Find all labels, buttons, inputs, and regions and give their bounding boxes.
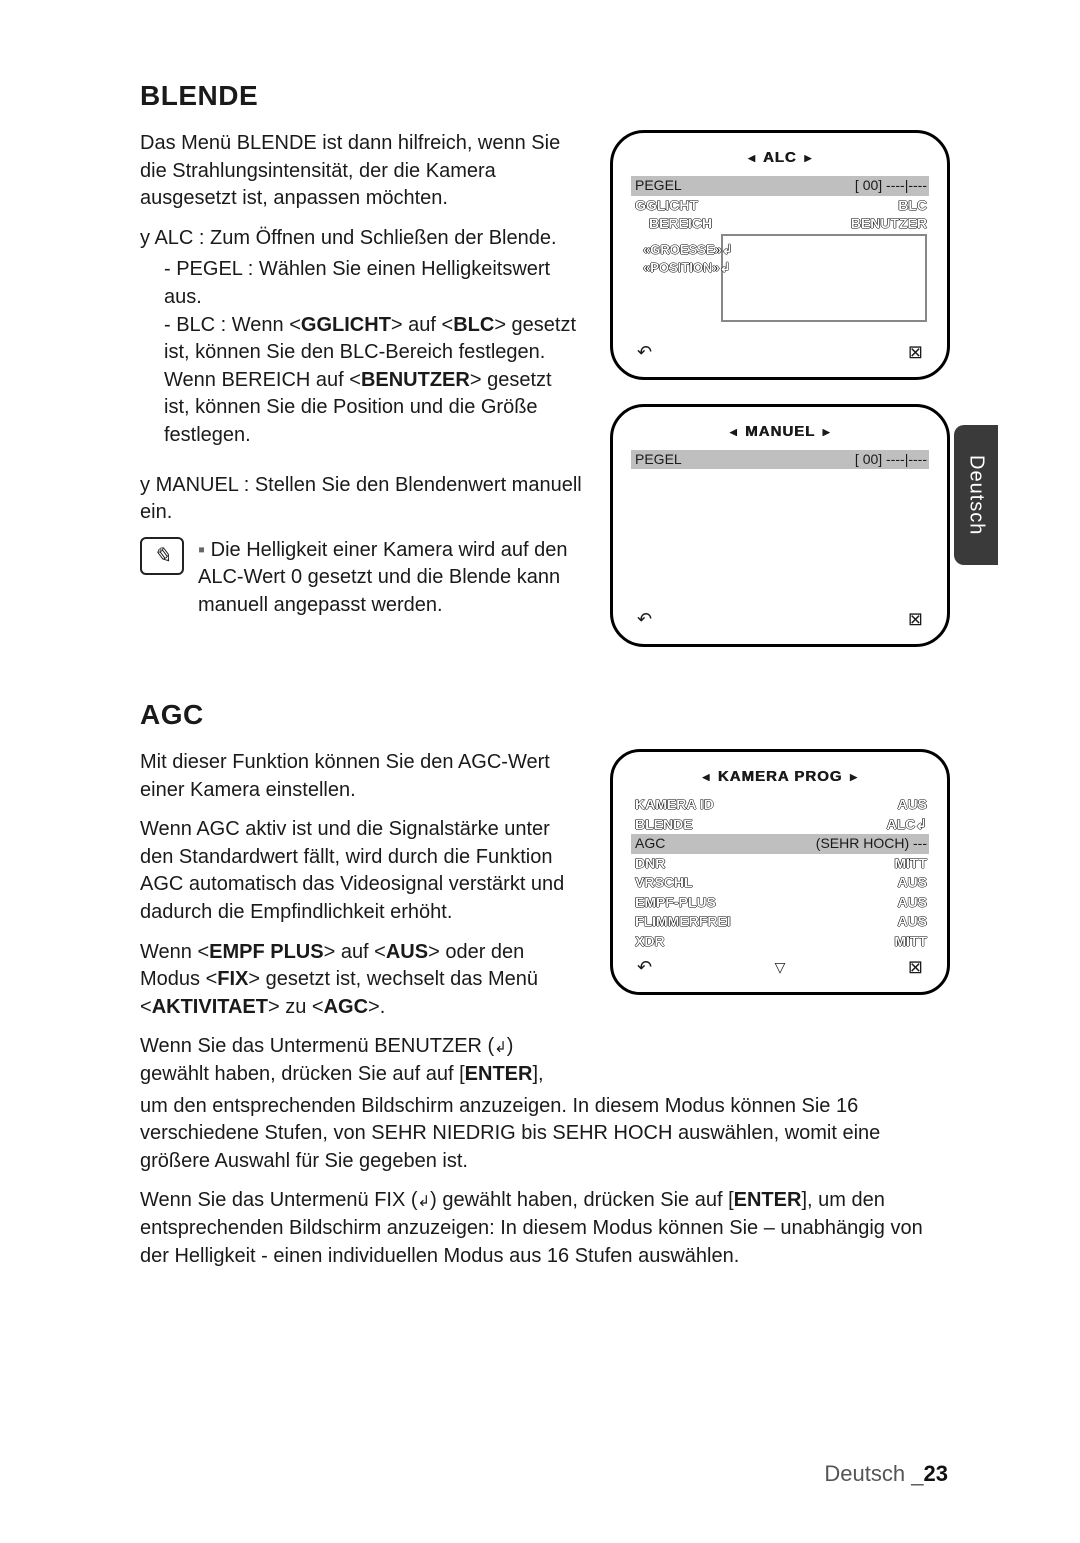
- agc-p1: Mit dieser Funktion können Sie den AGC-W…: [140, 749, 582, 804]
- osd-alc-pegel-row[interactable]: PEGEL [ 00] ----|----: [631, 176, 929, 196]
- osd-manuel-title: ◄ MANUEL ►: [631, 423, 929, 440]
- osd-kamera-title: ◄ KAMERA PROG ►: [631, 768, 929, 785]
- page-footer: Deutsch _23: [824, 1461, 948, 1487]
- blende-intro: Das Menü BLENDE ist dann hilfreich, wenn…: [140, 130, 582, 213]
- osd-agc-row[interactable]: AGC(SEHR HOCH) ---: [631, 834, 929, 854]
- note-icon: ✎: [140, 537, 184, 575]
- section-title-agc: AGC: [140, 699, 950, 731]
- osd-alc-gglicht-row[interactable]: GGLICHT BLC: [631, 196, 929, 216]
- osd-kamera-back-icon[interactable]: ↶: [637, 957, 652, 978]
- osd-manuel-back-icon[interactable]: ↶: [637, 609, 652, 630]
- blende-blc: BLC : Wenn <GGLICHT> auf <BLC> gesetzt i…: [164, 312, 582, 450]
- osd-kamera-id-row[interactable]: KAMERA IDAUS: [631, 795, 929, 815]
- osd-kamera-close-icon[interactable]: ⊠: [908, 957, 923, 978]
- blende-pegel: PEGEL : Wählen Sie einen Helligkeitswert…: [164, 256, 582, 311]
- osd-alc: ◄ ALC ► PEGEL [ 00] ----|---- GGLICHT BL…: [610, 130, 950, 380]
- section-title-blende: BLENDE: [140, 80, 950, 112]
- osd-alc-inset: «GROESSE»↲ «POSITION»↲: [721, 234, 927, 322]
- agc-p3: Wenn <EMPF PLUS> auf <AUS> oder den Modu…: [140, 939, 582, 1022]
- agc-p5: um den entsprechenden Bildschirm anzuzei…: [140, 1093, 950, 1176]
- blende-alc-item: ALC : Zum Öffnen und Schließen der Blend…: [140, 225, 582, 450]
- osd-dnr-row[interactable]: DNRMITT: [631, 854, 929, 874]
- agc-p2: Wenn AGC aktiv ist und die Signalstärke …: [140, 816, 582, 926]
- enter-icon: ↲: [418, 1193, 431, 1210]
- osd-empf-row[interactable]: EMPF-PLUSAUS: [631, 893, 929, 913]
- enter-icon: ↲: [494, 1039, 507, 1056]
- language-tab[interactable]: Deutsch: [954, 425, 998, 565]
- blende-manuel: MANUEL : Stellen Sie den Blendenwert man…: [140, 472, 582, 527]
- osd-manuel: ◄ MANUEL ► PEGEL [ 00] ----|---- ↶ ⊠: [610, 404, 950, 648]
- osd-xdr-row[interactable]: XDRMITT: [631, 932, 929, 952]
- osd-alc-bereich-row[interactable]: BEREICH BENUTZER: [631, 214, 929, 234]
- agc-text: Mit dieser Funktion können Sie den AGC-W…: [140, 749, 582, 1089]
- osd-kamera-prog: ◄ KAMERA PROG ► KAMERA IDAUS BLENDEALC↲ …: [610, 749, 950, 995]
- osd-alc-groesse[interactable]: «GROESSE»↲: [643, 242, 733, 258]
- osd-manuel-close-icon[interactable]: ⊠: [908, 609, 923, 630]
- osd-flimmer-row[interactable]: FLIMMERFREIAUS: [631, 912, 929, 932]
- osd-kamera-down-icon[interactable]: ▽: [652, 959, 908, 976]
- osd-alc-close-icon[interactable]: ⊠: [908, 342, 923, 363]
- osd-blende-row[interactable]: BLENDEALC↲: [631, 815, 929, 835]
- osd-alc-title: ◄ ALC ►: [631, 149, 929, 166]
- agc-p6: Wenn Sie das Untermenü FIX (↲) gewählt h…: [140, 1187, 950, 1270]
- osd-vrschl-row[interactable]: VRSCHLAUS: [631, 873, 929, 893]
- agc-p4: Wenn Sie das Untermenü BENUTZER (↲) gewä…: [140, 1033, 582, 1088]
- osd-alc-position[interactable]: «POSITION»↲: [643, 260, 730, 276]
- osd-alc-back-icon[interactable]: ↶: [637, 342, 652, 363]
- blende-note: Die Helligkeit einer Kamera wird auf den…: [198, 537, 582, 620]
- blende-text: Das Menü BLENDE ist dann hilfreich, wenn…: [140, 130, 582, 620]
- osd-manuel-pegel-row[interactable]: PEGEL [ 00] ----|----: [631, 450, 929, 470]
